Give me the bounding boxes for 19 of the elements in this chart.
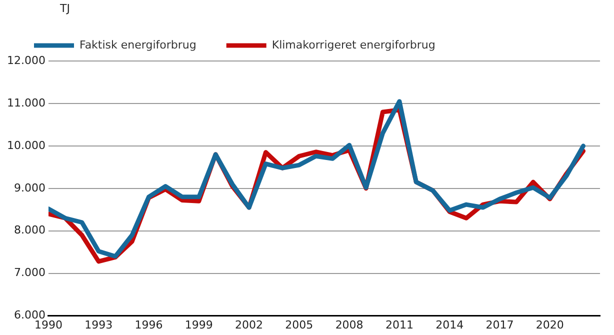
legend-label: Klimakorrigeret energiforbrug — [272, 38, 436, 52]
y-tick-label: 8.000 — [14, 224, 46, 237]
y-tick-label: 7.000 — [14, 266, 46, 280]
y-tick-label: 11.000 — [6, 96, 46, 110]
x-tick-label: 2014 — [436, 318, 464, 332]
y-tick-label: 10.000 — [6, 138, 46, 152]
x-tick-label: 2008 — [335, 318, 364, 332]
x-tick-label: 2020 — [536, 318, 564, 332]
x-tick-label: 2005 — [285, 318, 314, 332]
x-tick-label: 2002 — [235, 318, 264, 332]
x-tick-label: 1999 — [184, 318, 213, 332]
legend-label: Faktisk energiforbrug — [80, 38, 196, 52]
x-tick-label: 2011 — [385, 318, 414, 332]
y-tick-label: 12.000 — [6, 54, 46, 67]
x-tick-label: 1996 — [134, 318, 163, 332]
y-tick-label: 9.000 — [14, 181, 46, 194]
y-axis-title: TJ — [60, 2, 70, 15]
x-tick-label: 2017 — [486, 318, 514, 332]
x-tick-label: 1993 — [84, 318, 113, 332]
